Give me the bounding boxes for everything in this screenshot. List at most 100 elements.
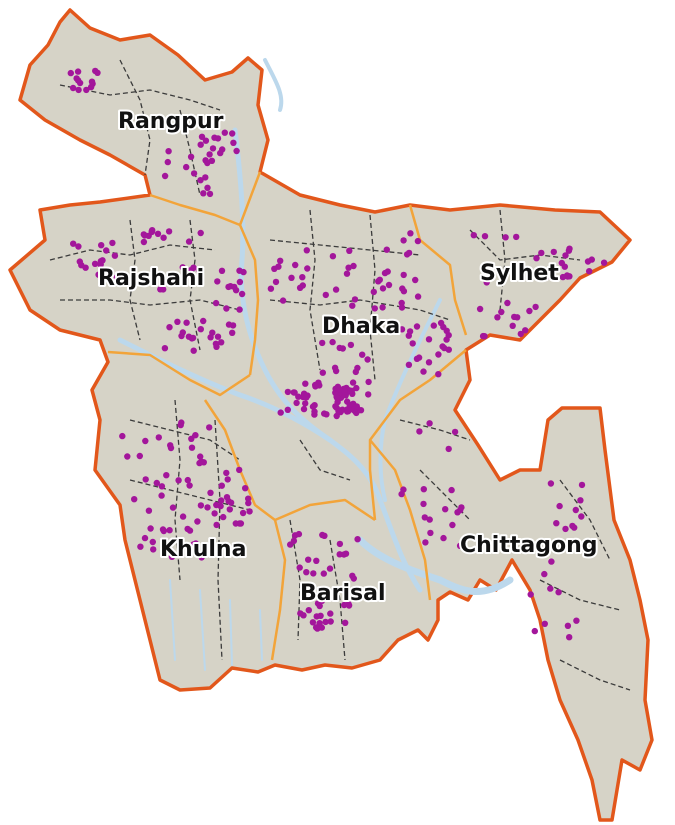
data-point-rajshahi [165,228,173,235]
data-point-rangpur [197,141,204,148]
data-point-rajshahi [197,326,204,333]
district-border [559,479,611,561]
data-point-rangpur [75,86,82,94]
data-point-dhaka [303,247,310,254]
data-point-barisal [319,531,326,539]
data-point-rajshahi [236,306,243,313]
data-point-khulna [149,538,156,546]
coastal-estuary [356,536,514,596]
data-point-chittagong [566,634,573,641]
data-point-sylhet [532,303,539,311]
data-point-barisal [303,569,310,576]
data-point-rajshahi [75,243,82,250]
data-point-rangpur [165,148,172,155]
data-point-rangpur [221,129,228,136]
data-point-rangpur [94,69,101,77]
district-border [399,419,471,441]
data-point-rangpur [161,172,169,180]
data-point-rangpur [219,146,226,153]
data-point-rajshahi [190,347,197,354]
data-point-rajshahi [238,290,246,298]
data-point-barisal [322,618,329,626]
data-point-sylhet [485,272,493,279]
data-point-rajshahi [111,252,119,259]
data-point-khulna [153,479,160,487]
data-point-barisal [342,619,349,626]
data-point-dhaka [334,398,341,406]
data-point-dhaka [348,387,355,394]
data-point-chittagong [556,502,563,510]
data-point-dhaka [299,274,306,281]
data-point-sylhet [600,259,608,266]
data-point-dhaka [379,304,386,311]
data-point-khulna [186,482,193,489]
data-point-dhaka [353,403,360,410]
data-point-dhaka [312,383,319,390]
data-point-chittagong [562,525,569,533]
label-rangpur: Rangpur [118,109,224,134]
data-point-khulna [158,483,166,490]
data-point-khulna [204,504,211,511]
data-point-dhaka [335,408,342,415]
data-point-chittagong [426,420,433,427]
data-point-dhaka [329,253,337,260]
data-point-dhaka [425,336,433,343]
data-point-dhaka [304,265,311,272]
data-point-rajshahi [91,260,99,267]
data-point-barisal [305,607,312,614]
data-point-rajshahi [188,335,196,342]
data-point-dhaka [267,285,275,292]
data-point-rajshahi [225,283,232,291]
data-point-sylhet [483,277,490,284]
data-point-dhaka [441,344,448,352]
data-point-chittagong [421,514,428,521]
data-point-rangpur [164,158,171,166]
data-point-dhaka [288,274,295,281]
data-point-rajshahi [187,267,194,274]
data-point-rangpur [74,68,82,75]
data-point-barisal [287,541,294,548]
division-border-dhaka-chittagong [369,349,467,441]
data-point-dhaka [365,378,372,386]
data-point-dhaka [332,367,340,375]
data-point-dhaka [405,361,413,368]
data-point-rajshahi [154,230,162,237]
data-point-sylhet [542,272,549,279]
data-point-chittagong [571,524,578,531]
district-border [539,579,621,611]
data-point-khulna [137,543,144,550]
data-point-sylhet [526,307,533,315]
data-point-chittagong [547,480,555,487]
data-point-rangpur [197,177,204,184]
data-point-barisal [327,618,334,625]
data-point-dhaka [413,323,421,330]
data-point-barisal [336,540,344,548]
data-point-khulna [136,452,143,460]
district-border [499,209,506,311]
data-point-khulna [218,497,225,504]
data-point-chittagong [445,445,452,453]
division-border-chittagong-barisal [368,438,432,601]
data-point-sylhet [586,268,593,275]
data-point-rajshahi [178,332,185,340]
data-point-rangpur [83,86,90,94]
data-point-barisal [327,610,334,617]
data-point-chittagong [541,620,548,627]
data-point-dhaka [400,237,407,244]
data-point-dhaka [412,276,419,284]
data-point-dhaka [379,285,387,292]
district-border [189,219,201,351]
data-point-khulna [168,553,176,560]
data-point-khulna [207,489,214,496]
district-border [129,219,141,341]
data-point-barisal [313,557,320,564]
data-point-rajshahi [166,324,173,331]
data-point-rajshahi [218,339,225,346]
data-point-dhaka [344,406,351,413]
data-point-dhaka [277,409,284,416]
data-point-rajshahi [236,278,244,286]
district-border [214,419,223,661]
sundarbans-channels [169,579,263,671]
data-point-dhaka [398,326,406,333]
district-border [369,214,376,381]
